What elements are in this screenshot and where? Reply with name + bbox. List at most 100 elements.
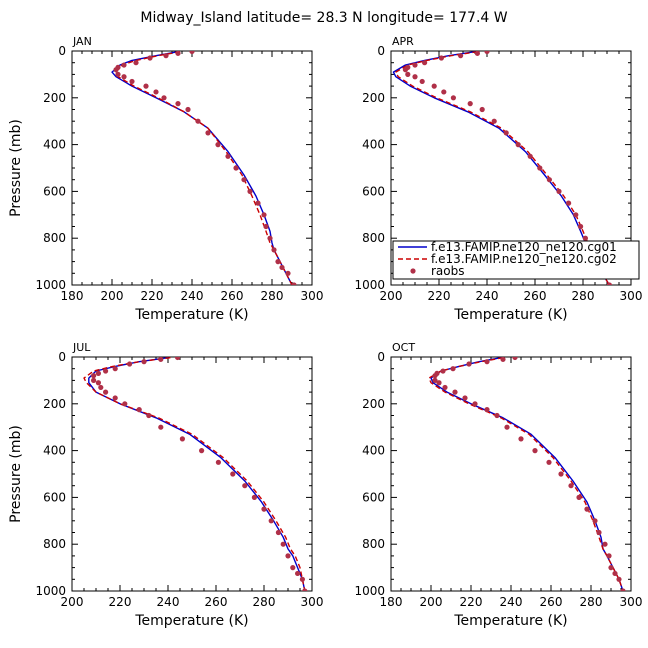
y-tick-label: 0 <box>58 44 66 58</box>
raobs-point <box>233 165 239 171</box>
raobs-point <box>537 165 543 171</box>
raobs-point <box>556 188 562 194</box>
x-tick-label: 280 <box>572 289 595 303</box>
raobs-point <box>275 529 281 536</box>
raobs-point <box>153 89 159 95</box>
raobs-point <box>568 483 574 489</box>
raobs-point <box>431 83 437 89</box>
raobs-point <box>158 357 164 362</box>
y-tick-label: 0 <box>377 44 385 58</box>
x-tick-label: 260 <box>221 289 244 303</box>
series-raobs <box>113 51 297 285</box>
raobs-point <box>242 483 248 489</box>
panel-label: JAN <box>72 35 92 48</box>
series-cg01-line <box>430 357 624 591</box>
raobs-point <box>195 118 201 124</box>
raobs-point <box>612 570 618 577</box>
raobs-point <box>189 51 195 55</box>
panel-label: OCT <box>392 341 415 354</box>
x-tick-label: 260 <box>205 595 228 609</box>
x-tick-label: 240 <box>476 289 499 303</box>
y-tick-label: 1000 <box>35 584 66 598</box>
raobs-point <box>146 412 152 419</box>
plot-frame <box>390 356 632 592</box>
x-axis-label: Temperature (K) <box>453 613 567 629</box>
y-tick-label: 800 <box>43 537 66 551</box>
series-raobs <box>91 357 308 591</box>
raobs-point <box>584 506 590 512</box>
raobs-point <box>412 62 418 68</box>
y-tick-label: 200 <box>43 397 66 411</box>
legend: f.e13.FAMIP.ne120_ne120.cg01f.e13.FAMIP.… <box>392 240 640 280</box>
raobs-point <box>251 494 257 500</box>
raobs-point <box>412 74 418 80</box>
legend-entry: f.e13.FAMIP.ne120_ne120.cg02 <box>431 252 617 266</box>
raobs-point <box>500 357 506 362</box>
y-tick-label: 800 <box>43 231 66 245</box>
raobs-point <box>450 366 456 372</box>
plot-area <box>83 357 308 591</box>
raobs-point <box>295 570 301 577</box>
x-tick-label: 300 <box>301 289 324 303</box>
raobs-point <box>261 212 267 218</box>
raobs-point <box>115 71 121 77</box>
raobs-point <box>441 89 447 95</box>
raobs-point <box>285 553 291 559</box>
x-tick-label: 240 <box>157 595 180 609</box>
y-tick-label: 400 <box>43 444 66 458</box>
legend-entry: f.e13.FAMIP.ne120_ne120.cg01 <box>431 240 617 254</box>
x-axis-label: Temperature (K) <box>134 613 248 629</box>
raobs-point <box>606 553 612 559</box>
raobs-point <box>98 384 104 391</box>
raobs-point <box>527 153 533 159</box>
raobs-point <box>285 270 291 276</box>
raobs-point <box>458 53 464 59</box>
raobs-point <box>290 565 296 571</box>
figure-title: Midway_Island latitude= 28.3 N longitude… <box>140 10 507 26</box>
y-tick-label: 400 <box>362 138 385 152</box>
raobs-point <box>255 200 261 206</box>
raobs-point <box>280 541 286 547</box>
raobs-point <box>163 53 169 59</box>
raobs-point <box>175 101 181 107</box>
y-tick-label: 800 <box>362 537 385 551</box>
raobs-point <box>302 588 308 591</box>
raobs-point <box>147 55 153 61</box>
raobs-point <box>405 71 411 77</box>
raobs-point <box>602 541 608 547</box>
x-tick-label: 220 <box>460 595 483 609</box>
raobs-point <box>494 412 500 419</box>
raobs-point <box>432 377 438 383</box>
plot-area <box>428 357 626 591</box>
raobs-point <box>462 395 468 401</box>
raobs-point <box>129 78 135 85</box>
y-tick-label: 600 <box>43 184 66 198</box>
y-tick-label: 600 <box>43 490 66 504</box>
raobs-point <box>450 95 456 101</box>
x-tick-label: 200 <box>101 289 124 303</box>
raobs-point <box>121 62 127 68</box>
y-tick-label: 800 <box>362 231 385 245</box>
raobs-point <box>484 407 490 413</box>
raobs-point <box>606 282 612 285</box>
raobs-point <box>518 436 524 442</box>
x-tick-label: 240 <box>500 595 523 609</box>
raobs-point <box>95 370 101 376</box>
x-tick-label: 220 <box>141 289 164 303</box>
raobs-point <box>436 380 442 386</box>
raobs-point <box>225 153 231 159</box>
raobs-point <box>578 223 584 230</box>
y-tick-label: 400 <box>43 138 66 152</box>
raobs-point <box>466 361 472 367</box>
series-cg01-line <box>111 51 293 285</box>
raobs-point <box>95 380 101 386</box>
raobs-point <box>479 106 485 113</box>
raobs-point <box>275 259 281 265</box>
raobs-point <box>608 565 614 571</box>
raobs-point <box>504 424 510 430</box>
raobs-point <box>122 401 128 407</box>
raobs-point <box>512 357 518 361</box>
raobs-point <box>136 407 142 413</box>
raobs-point <box>546 177 553 183</box>
